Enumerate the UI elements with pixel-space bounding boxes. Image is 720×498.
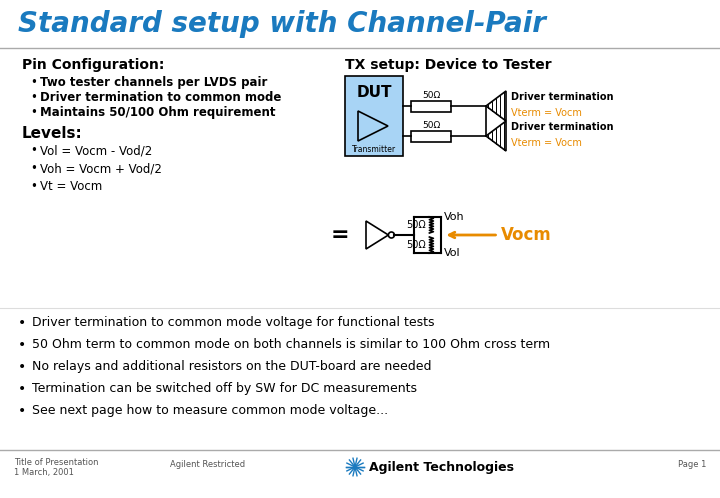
Text: •: • [30, 180, 37, 193]
Polygon shape [486, 121, 506, 151]
Text: Driver termination: Driver termination [511, 122, 613, 132]
FancyBboxPatch shape [411, 130, 451, 141]
Text: TX setup: Device to Tester: TX setup: Device to Tester [345, 58, 552, 72]
Text: Vterm = Vocm: Vterm = Vocm [511, 138, 582, 148]
Text: Pin Configuration:: Pin Configuration: [22, 58, 164, 72]
Text: Termination can be switched off by SW for DC measurements: Termination can be switched off by SW fo… [32, 382, 417, 395]
Text: •: • [18, 382, 26, 396]
Text: =: = [330, 225, 349, 245]
Text: 50 Ohm term to common mode on both channels is similar to 100 Ohm cross term: 50 Ohm term to common mode on both chann… [32, 338, 550, 351]
Text: •: • [18, 404, 26, 418]
Text: Vt = Vocm: Vt = Vocm [40, 180, 102, 193]
Text: Voh = Vocm + Vod/2: Voh = Vocm + Vod/2 [40, 162, 162, 175]
Text: Levels:: Levels: [22, 126, 83, 141]
Polygon shape [366, 221, 388, 249]
Text: Page 1: Page 1 [678, 460, 706, 469]
Text: Maintains 50/100 Ohm requirement: Maintains 50/100 Ohm requirement [40, 106, 276, 119]
Text: Vocm: Vocm [501, 226, 552, 244]
Text: Standard setup with Channel-Pair: Standard setup with Channel-Pair [18, 10, 546, 38]
Polygon shape [486, 91, 506, 121]
Text: •: • [30, 162, 37, 175]
Text: 50Ω: 50Ω [407, 220, 426, 230]
Text: •: • [30, 76, 37, 89]
Text: Agilent Restricted: Agilent Restricted [170, 460, 245, 469]
Text: Agilent Technologies: Agilent Technologies [369, 461, 514, 474]
Text: •: • [30, 91, 37, 104]
Text: Driver termination: Driver termination [511, 92, 613, 102]
Text: Driver termination to common mode voltage for functional tests: Driver termination to common mode voltag… [32, 316, 434, 329]
Text: 50Ω: 50Ω [407, 240, 426, 250]
Text: Vol = Vocm - Vod/2: Vol = Vocm - Vod/2 [40, 144, 152, 157]
Text: •: • [30, 106, 37, 119]
Text: Title of Presentation: Title of Presentation [14, 458, 99, 467]
Text: Vol: Vol [444, 248, 461, 258]
Text: 50Ω: 50Ω [422, 91, 440, 100]
Text: Driver termination to common mode: Driver termination to common mode [40, 91, 282, 104]
Text: •: • [18, 316, 26, 330]
Text: Transmitter: Transmitter [352, 145, 396, 154]
Text: See next page how to measure common mode voltage...: See next page how to measure common mode… [32, 404, 388, 417]
Text: •: • [18, 338, 26, 352]
Text: No relays and additional resistors on the DUT-board are needed: No relays and additional resistors on th… [32, 360, 431, 373]
Text: 1 March, 2001: 1 March, 2001 [14, 468, 74, 477]
Text: Two tester channels per LVDS pair: Two tester channels per LVDS pair [40, 76, 267, 89]
Text: Vterm = Vocm: Vterm = Vocm [511, 108, 582, 118]
Text: DUT: DUT [356, 85, 392, 100]
FancyBboxPatch shape [411, 101, 451, 112]
Text: •: • [18, 360, 26, 374]
Text: Voh: Voh [444, 212, 465, 222]
FancyBboxPatch shape [345, 76, 403, 156]
Text: 50Ω: 50Ω [422, 121, 440, 129]
Text: •: • [30, 144, 37, 157]
